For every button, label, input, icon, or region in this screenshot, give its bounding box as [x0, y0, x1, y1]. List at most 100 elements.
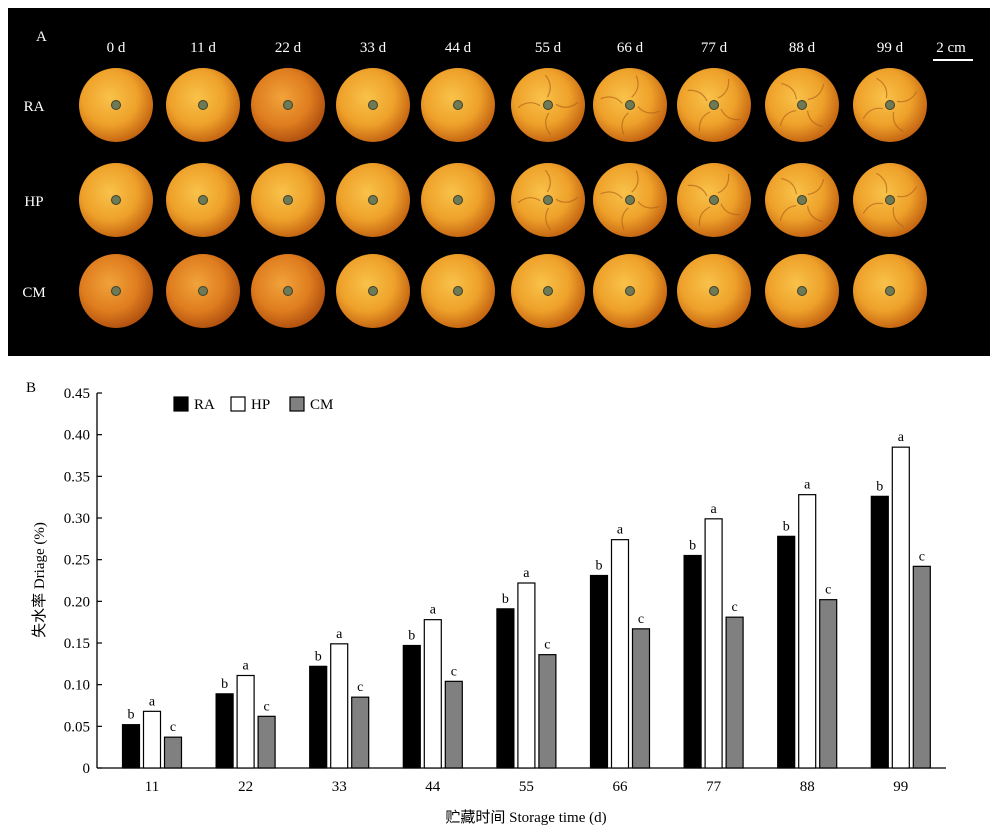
legend-label: CM: [310, 397, 333, 413]
driage-bar-chart: B 00.050.100.150.200.250.300.350.400.45 …: [26, 380, 946, 826]
significance-label: b: [408, 629, 415, 644]
significance-label: b: [128, 708, 135, 723]
fruit-photo: [511, 254, 585, 328]
day-label: 88 d: [789, 40, 816, 56]
fruit-photo: [251, 254, 325, 328]
significance-label: a: [430, 603, 437, 618]
y-tick-label: 0.15: [64, 636, 90, 652]
significance-label: a: [898, 430, 905, 445]
y-tick-label: 0.05: [64, 719, 90, 735]
x-tick-label: 11: [145, 779, 159, 795]
bar-hp: [236, 674, 255, 769]
significance-label: a: [523, 566, 530, 581]
significance-label: a: [710, 502, 717, 517]
fruit-photo-panel: A 2 cm 0 d 11 d 22 d 33 d 44 d 55 d 66 d 77 d 88…: [8, 8, 990, 356]
bar-hp: [891, 446, 910, 769]
y-tick-label: 0.45: [64, 386, 90, 402]
fruit-photo: [336, 68, 410, 142]
significance-label: b: [221, 677, 228, 692]
fruit-photo: [593, 254, 667, 328]
day-label: 33 d: [360, 40, 387, 56]
y-axis-title: 失水率 Driage (%): [31, 522, 48, 638]
significance-label: c: [544, 638, 550, 653]
x-tick-label: 44: [425, 779, 441, 795]
fruit-photo: [677, 163, 751, 237]
bar-hp: [423, 619, 442, 769]
x-tick-label: 99: [893, 779, 908, 795]
day-label: 0 d: [107, 40, 126, 56]
fruit-photo: [166, 68, 240, 142]
significance-label: a: [804, 478, 811, 493]
legend-label: RA: [194, 397, 215, 413]
treatment-label: RA: [24, 99, 45, 115]
day-label: 55 d: [535, 40, 562, 56]
significance-label: a: [149, 694, 156, 709]
bar-cm: [912, 565, 931, 769]
fruit-photo: [166, 163, 240, 237]
x-tick-label: 55: [519, 779, 534, 795]
significance-label: a: [242, 659, 249, 674]
fruit-photo: [421, 254, 495, 328]
bar-cm: [725, 616, 744, 769]
fruit-photo: [511, 68, 585, 142]
significance-label: c: [451, 664, 457, 679]
fruit-photo: [336, 254, 410, 328]
significance-label: a: [617, 523, 624, 538]
chart-legend: RA HP CM: [173, 396, 333, 413]
bar-cm: [351, 696, 370, 769]
y-tick-label: 0.40: [64, 428, 90, 444]
fruit-photo: [593, 163, 667, 237]
fruit-photo: [677, 254, 751, 328]
x-tick-label: 88: [800, 779, 815, 795]
bar-cm: [538, 654, 557, 769]
fruit-photo: [677, 68, 751, 142]
significance-label: b: [876, 479, 883, 494]
x-axis-title: 贮藏时间 Storage time (d): [445, 809, 606, 826]
significance-label: b: [596, 559, 603, 574]
significance-label: c: [731, 600, 737, 615]
bar-ra: [589, 574, 609, 769]
y-tick-label: 0.20: [64, 594, 90, 610]
significance-label: a: [336, 627, 343, 642]
bar-ra: [309, 665, 328, 769]
fruit-photo: [593, 68, 667, 142]
x-tick-label: 33: [332, 779, 347, 795]
scale-bar-label: 2 cm: [936, 40, 966, 56]
x-tick-label: 22: [238, 779, 253, 795]
bar-ra: [870, 495, 889, 769]
bar-hp: [142, 710, 162, 769]
significance-label: c: [170, 720, 176, 735]
fruit-photo: [765, 254, 839, 328]
bar-cm: [163, 736, 183, 769]
bar-ra: [683, 554, 702, 769]
bar-cm: [819, 599, 838, 769]
bar-ra: [402, 644, 421, 769]
bar-cm: [631, 628, 651, 769]
significance-label: c: [263, 699, 269, 714]
bar-hp: [330, 643, 349, 769]
bar-hp: [610, 539, 630, 769]
y-tick-label: 0.30: [64, 511, 90, 527]
significance-label: c: [638, 612, 644, 627]
fruit-photo: [336, 163, 410, 237]
significance-label: c: [919, 549, 925, 564]
fruit-photo: [765, 68, 839, 142]
bar-hp: [704, 518, 723, 769]
legend-swatch: [173, 396, 189, 412]
fruit-photo: [765, 163, 839, 237]
bar-cm: [257, 715, 276, 769]
fruit-photo: [79, 254, 153, 328]
bar-ra: [496, 608, 515, 769]
day-label: 66 d: [617, 40, 644, 56]
legend-swatch: [289, 396, 305, 412]
treatment-label: CM: [22, 285, 45, 301]
bar-ra: [121, 724, 141, 769]
fruit-photo: [853, 254, 927, 328]
significance-label: b: [689, 539, 696, 554]
fruit-photo: [853, 163, 927, 237]
bar-ra: [215, 693, 234, 769]
legend-label: HP: [251, 397, 270, 413]
significance-label: b: [783, 519, 790, 534]
day-label: 99 d: [877, 40, 904, 56]
significance-label: c: [357, 680, 363, 695]
